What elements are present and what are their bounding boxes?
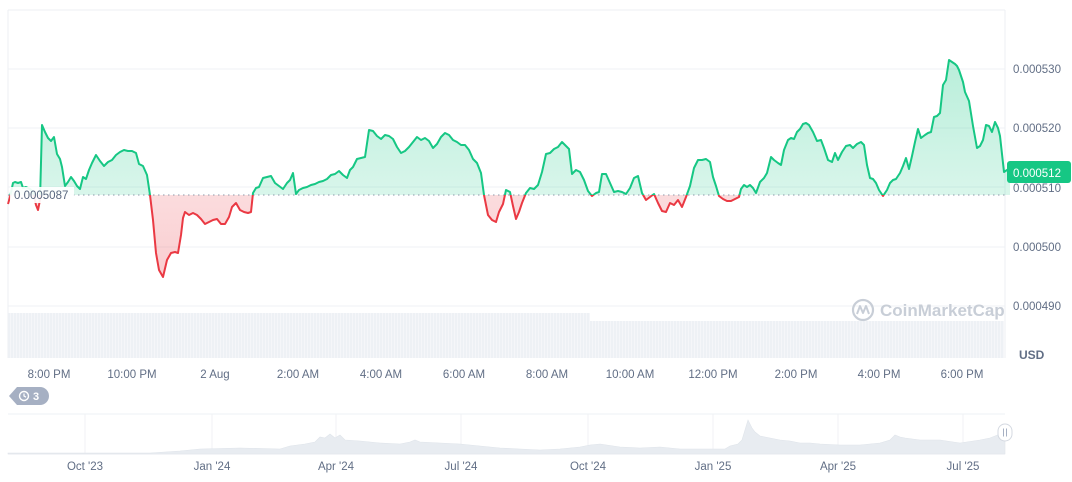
nav-tick: Apr '24	[318, 461, 355, 473]
nav-tick: Jul '24	[445, 461, 478, 473]
baseline-label: 0.0005087	[10, 187, 74, 203]
nav-tick: Apr '25	[820, 461, 856, 473]
x-axis: 8:00 PM 10:00 PM 2 Aug 2:00 AM 4:00 AM 6…	[28, 369, 984, 381]
nav-tick: Oct '24	[570, 461, 607, 473]
x-tick: 4:00 AM	[360, 369, 402, 381]
x-tick: 4:00 PM	[858, 369, 901, 381]
currency-label: USD	[1019, 348, 1045, 362]
x-tick: 12:00 PM	[688, 369, 737, 381]
x-tick: 8:00 AM	[526, 369, 568, 381]
navigator-x-axis: Oct '23 Jan '24 Apr '24 Jul '24 Oct '24 …	[67, 461, 979, 473]
y-tick: 0.000520	[1013, 123, 1061, 135]
nav-tick: Jan '25	[695, 461, 732, 473]
coinmarketcap-logo-icon	[851, 298, 875, 322]
x-tick: 2:00 PM	[775, 369, 818, 381]
x-tick: 10:00 PM	[107, 369, 156, 381]
y-axis: 0.000530 0.000520 0.000510 0.000500 0.00…	[1013, 64, 1061, 362]
history-clock-icon	[18, 390, 30, 402]
x-tick: 2:00 AM	[277, 369, 319, 381]
x-tick: 6:00 AM	[443, 369, 485, 381]
navigator-range-handle[interactable]	[997, 423, 1013, 442]
range-navigator[interactable]: Oct '23 Jan '24 Apr '24 Jul '24 Oct '24 …	[7, 413, 1013, 473]
x-tick: 8:00 PM	[28, 369, 71, 381]
svg-text:0.000512: 0.000512	[1013, 168, 1061, 180]
y-tick: 0.000500	[1013, 242, 1061, 254]
svg-text:0.0005087: 0.0005087	[14, 190, 68, 202]
nav-tick: Jul '25	[947, 461, 980, 473]
navigator-area	[7, 419, 1006, 455]
y-tick: 0.000530	[1013, 64, 1061, 76]
price-line-up	[9, 59, 1011, 195]
current-price-badge: 0.000512	[1007, 161, 1071, 183]
price-line-down	[7, 195, 885, 278]
svg-text:CoinMarketCap: CoinMarketCap	[880, 301, 1005, 320]
coinmarketcap-watermark: CoinMarketCap	[851, 298, 1005, 322]
y-tick: 0.000510	[1013, 183, 1061, 195]
nav-tick: Jan '24	[194, 461, 231, 473]
volume-bars	[8, 313, 1004, 358]
x-tick: 10:00 AM	[606, 369, 655, 381]
x-tick: 2 Aug	[200, 369, 229, 381]
history-button[interactable]: 3	[9, 387, 49, 405]
nav-tick: Oct '23	[67, 461, 103, 473]
x-tick: 6:00 PM	[941, 369, 984, 381]
y-tick: 0.000490	[1013, 301, 1061, 313]
svg-text:3: 3	[33, 391, 39, 403]
